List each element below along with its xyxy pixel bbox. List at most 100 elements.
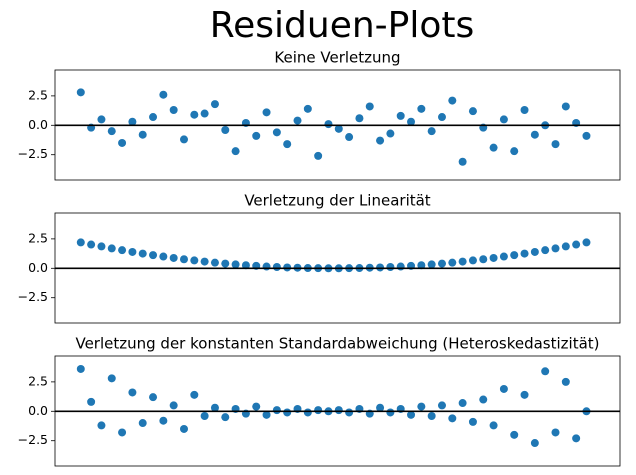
subplot-title: Verletzung der Linearität xyxy=(244,192,430,210)
point xyxy=(303,408,312,417)
point xyxy=(458,399,467,408)
point xyxy=(334,124,343,133)
point xyxy=(272,406,281,415)
point xyxy=(468,256,477,265)
point xyxy=(417,261,426,270)
point xyxy=(499,115,508,124)
point xyxy=(138,130,147,139)
point xyxy=(179,424,188,433)
point xyxy=(252,402,261,411)
point xyxy=(231,147,240,156)
point xyxy=(159,252,168,261)
point xyxy=(479,255,488,264)
point xyxy=(231,260,240,269)
point xyxy=(407,117,416,126)
point xyxy=(252,131,261,140)
point xyxy=(149,113,158,122)
point xyxy=(376,263,385,272)
point xyxy=(221,413,230,422)
point xyxy=(87,240,96,249)
point xyxy=(200,257,209,266)
y-tick-label: 0.0 xyxy=(28,117,48,132)
point xyxy=(376,403,385,412)
point xyxy=(561,377,570,386)
point xyxy=(407,410,416,419)
figure-title: Residuen-Plots xyxy=(210,5,475,46)
point xyxy=(572,434,581,443)
y-tick-label: 2.5 xyxy=(28,87,48,102)
point xyxy=(427,127,436,136)
point xyxy=(541,367,550,376)
point xyxy=(200,412,209,420)
point xyxy=(138,419,147,428)
point xyxy=(107,374,116,383)
point xyxy=(262,108,271,117)
point xyxy=(190,110,199,119)
point xyxy=(396,111,405,120)
point xyxy=(87,397,96,406)
point xyxy=(76,88,85,97)
point xyxy=(582,238,591,247)
point xyxy=(561,102,570,111)
point xyxy=(334,406,343,415)
point xyxy=(210,403,219,412)
y-tick-label: 2.5 xyxy=(28,373,48,388)
point xyxy=(97,242,106,251)
point xyxy=(159,416,168,425)
point xyxy=(314,151,323,160)
point xyxy=(169,401,178,410)
point xyxy=(200,109,209,118)
point xyxy=(118,138,127,147)
point xyxy=(149,251,158,260)
y-tick-label: 0.0 xyxy=(28,260,48,275)
subplot-title: Verletzung der konstanten Standardabweic… xyxy=(75,335,599,353)
point xyxy=(458,157,467,166)
point xyxy=(283,408,292,417)
point xyxy=(520,249,529,258)
point xyxy=(510,430,519,439)
point xyxy=(365,102,374,111)
point xyxy=(427,412,436,420)
point xyxy=(510,251,519,260)
point xyxy=(293,116,302,125)
point xyxy=(386,408,395,417)
point xyxy=(221,259,230,268)
point xyxy=(489,253,498,262)
point xyxy=(572,240,581,249)
point xyxy=(262,410,271,419)
point xyxy=(448,96,457,105)
point xyxy=(530,130,539,139)
point xyxy=(97,421,106,430)
y-tick-label: 0.0 xyxy=(28,403,48,418)
point xyxy=(499,252,508,261)
point xyxy=(551,428,560,437)
point xyxy=(530,247,539,256)
point xyxy=(427,260,436,269)
point xyxy=(520,106,529,114)
point xyxy=(283,263,292,272)
point xyxy=(355,114,364,123)
subplot-title: Keine Verletzung xyxy=(274,49,400,67)
point xyxy=(149,393,158,402)
y-tick-label: 2.5 xyxy=(28,230,48,245)
point xyxy=(417,104,426,113)
point xyxy=(499,384,508,393)
point xyxy=(417,402,426,411)
point xyxy=(221,126,230,134)
point xyxy=(314,406,323,415)
y-tick-label: −2.5 xyxy=(18,289,48,304)
point xyxy=(448,414,457,423)
point xyxy=(272,263,281,271)
point xyxy=(262,262,271,271)
point xyxy=(541,246,550,255)
point xyxy=(468,417,477,426)
point xyxy=(489,421,498,430)
point xyxy=(107,127,116,136)
point xyxy=(582,131,591,140)
point xyxy=(448,258,457,267)
point xyxy=(437,113,446,122)
point xyxy=(520,390,529,399)
point xyxy=(551,244,560,253)
